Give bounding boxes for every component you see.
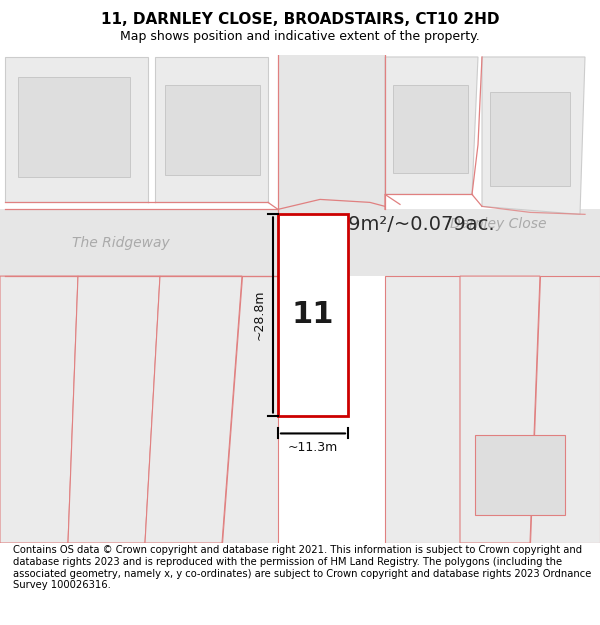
Text: ~11.3m: ~11.3m [288, 441, 338, 454]
Polygon shape [385, 57, 478, 194]
Bar [490, 92, 570, 186]
Text: 11, DARNLEY CLOSE, BROADSTAIRS, CT10 2HD: 11, DARNLEY CLOSE, BROADSTAIRS, CT10 2HD [101, 12, 499, 27]
Polygon shape [278, 55, 385, 276]
Text: Map shows position and indicative extent of the property.: Map shows position and indicative extent… [120, 30, 480, 43]
Polygon shape [0, 276, 78, 543]
Bar [18, 77, 130, 176]
Polygon shape [530, 276, 600, 543]
Text: Contains OS data © Crown copyright and database right 2021. This information is : Contains OS data © Crown copyright and d… [13, 546, 592, 590]
Bar [278, 214, 348, 416]
Bar [0, 209, 600, 276]
Text: 11: 11 [292, 301, 334, 329]
Polygon shape [385, 276, 460, 543]
Polygon shape [222, 276, 278, 543]
Text: ~319m²/~0.079ac.: ~319m²/~0.079ac. [308, 215, 496, 234]
Polygon shape [5, 57, 148, 202]
Polygon shape [145, 276, 242, 543]
Bar [165, 85, 260, 174]
Text: Darnley Close: Darnley Close [450, 217, 547, 231]
Text: The Ridgeway: The Ridgeway [72, 236, 170, 250]
Polygon shape [460, 276, 540, 543]
Bar [393, 85, 468, 172]
Polygon shape [155, 57, 268, 202]
Polygon shape [68, 276, 160, 543]
Bar [475, 436, 565, 515]
Text: ~28.8m: ~28.8m [253, 289, 265, 340]
Polygon shape [482, 57, 585, 214]
